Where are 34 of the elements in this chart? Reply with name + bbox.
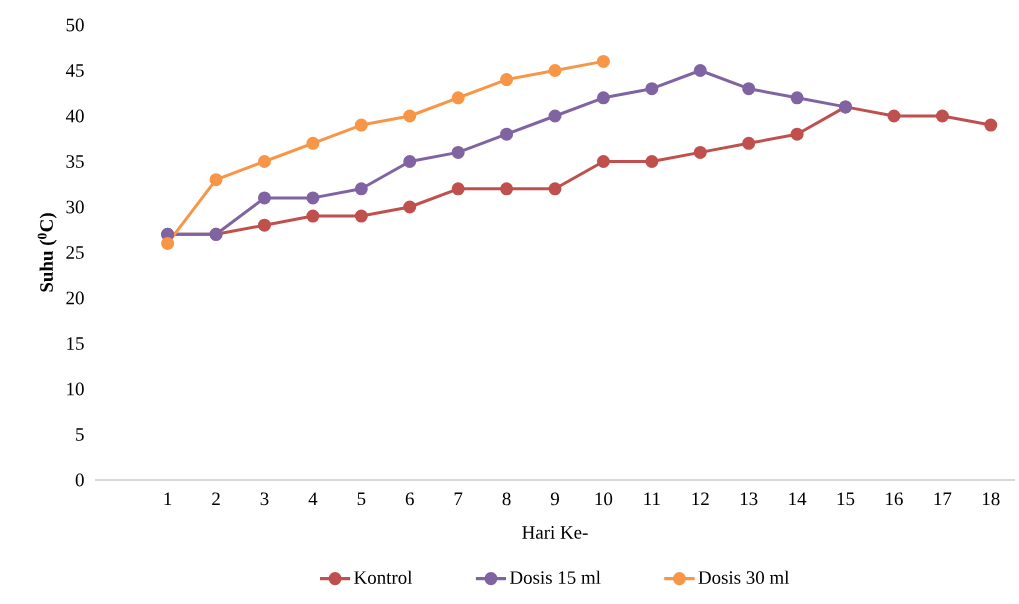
- x-tick-label: 15: [837, 492, 855, 506]
- x-tick-label: 8: [502, 492, 511, 506]
- y-tick-label: 50: [66, 18, 84, 32]
- x-tick-label: 3: [260, 492, 269, 506]
- x-tick-label: 4: [308, 492, 318, 505]
- y-tick-label: 45: [65, 64, 84, 77]
- legend-label: Dosis 30 ml: [698, 570, 790, 584]
- x-tick-label: 7: [454, 492, 463, 505]
- x-tick-label: 2: [212, 492, 220, 506]
- x-tick-label: 1: [164, 492, 172, 506]
- y-tick-label: 35: [66, 155, 84, 168]
- y-tick-label: 5: [76, 428, 84, 441]
- x-tick-label: 16: [886, 492, 903, 506]
- x-tick-label: 14: [789, 492, 807, 506]
- x-tick-label: 11: [644, 492, 660, 506]
- x-tick-label: 10: [595, 492, 613, 506]
- legend-label: Kontrol: [354, 570, 413, 584]
- x-tick-label: 5: [357, 492, 366, 506]
- y-tick-label: 0: [75, 473, 84, 487]
- legend-label: Dosis 15 ml: [509, 570, 601, 584]
- x-tick-label: 13: [740, 492, 758, 506]
- x-tick-label: 9: [550, 492, 559, 506]
- y-tick-label: 15: [67, 337, 84, 350]
- x-tick-label: 18: [982, 492, 1000, 506]
- y-tick-label: 10: [67, 382, 84, 396]
- y-tick-label: 40: [65, 109, 84, 123]
- y-tick-label: 20: [66, 291, 84, 305]
- x-tick-label: 17: [934, 492, 952, 506]
- y-tick-label: 30: [66, 200, 84, 214]
- y-tick-label: 25: [66, 246, 84, 259]
- x-tick-label: 6: [405, 492, 414, 506]
- x-tick-label: 12: [692, 492, 709, 506]
- x-axis-title: Hari Ke-: [522, 526, 588, 539]
- text: Suhu ($^{0}$C): [37, 213, 57, 292]
